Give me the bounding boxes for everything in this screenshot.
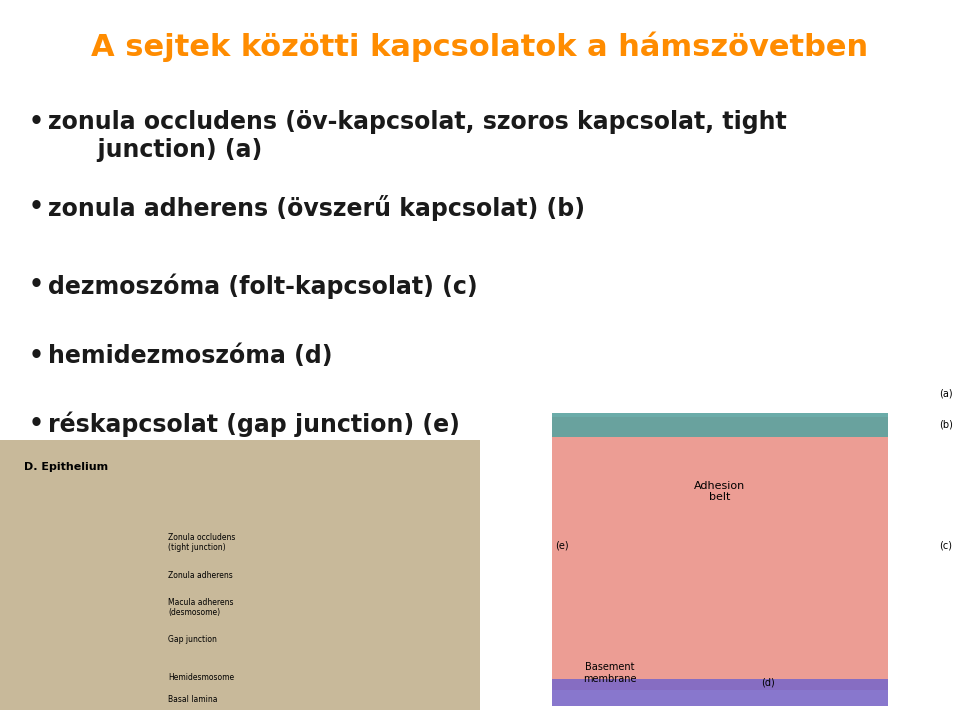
FancyBboxPatch shape bbox=[0, 440, 480, 710]
Text: Macula adherens
(desmosome): Macula adherens (desmosome) bbox=[168, 598, 233, 617]
Text: Basal lamina: Basal lamina bbox=[168, 694, 218, 704]
Text: dezmoszóma (folt-kapcsolat) (c): dezmoszóma (folt-kapcsolat) (c) bbox=[48, 273, 478, 299]
Text: Basement
membrane: Basement membrane bbox=[583, 662, 636, 684]
Text: (a): (a) bbox=[939, 388, 952, 399]
Text: Hemidesmosome: Hemidesmosome bbox=[168, 673, 234, 682]
Text: (e): (e) bbox=[555, 541, 568, 551]
Text: •: • bbox=[29, 412, 44, 436]
Text: réskapcsolat (gap junction) (e): réskapcsolat (gap junction) (e) bbox=[48, 412, 460, 437]
Text: •: • bbox=[29, 273, 44, 297]
Text: (c): (c) bbox=[939, 541, 952, 551]
Text: hemidezmoszóma (d): hemidezmoszóma (d) bbox=[48, 344, 332, 368]
Text: Adhesion
belt: Adhesion belt bbox=[694, 481, 746, 502]
FancyBboxPatch shape bbox=[552, 413, 888, 437]
Text: •: • bbox=[29, 344, 44, 368]
FancyBboxPatch shape bbox=[552, 417, 888, 690]
Text: Zonula occludens
(tight junction): Zonula occludens (tight junction) bbox=[168, 533, 235, 552]
Text: Zonula adherens: Zonula adherens bbox=[168, 571, 232, 579]
Text: •: • bbox=[29, 110, 44, 134]
Text: Gap junction: Gap junction bbox=[168, 635, 217, 645]
Text: (b): (b) bbox=[939, 420, 952, 430]
Text: •: • bbox=[29, 195, 44, 219]
Text: zonula occludens (öv-kapcsolat, szoros kapcsolat, tight
      junction) (a): zonula occludens (öv-kapcsolat, szoros k… bbox=[48, 110, 787, 162]
Text: D. Epithelium: D. Epithelium bbox=[24, 462, 108, 471]
Text: zonula adherens (övszerű kapcsolat) (b): zonula adherens (övszerű kapcsolat) (b) bbox=[48, 195, 585, 222]
Text: (d): (d) bbox=[761, 677, 775, 688]
FancyBboxPatch shape bbox=[552, 679, 888, 706]
Text: A sejtek közötti kapcsolatok a hámszövetben: A sejtek közötti kapcsolatok a hámszövet… bbox=[91, 32, 869, 62]
